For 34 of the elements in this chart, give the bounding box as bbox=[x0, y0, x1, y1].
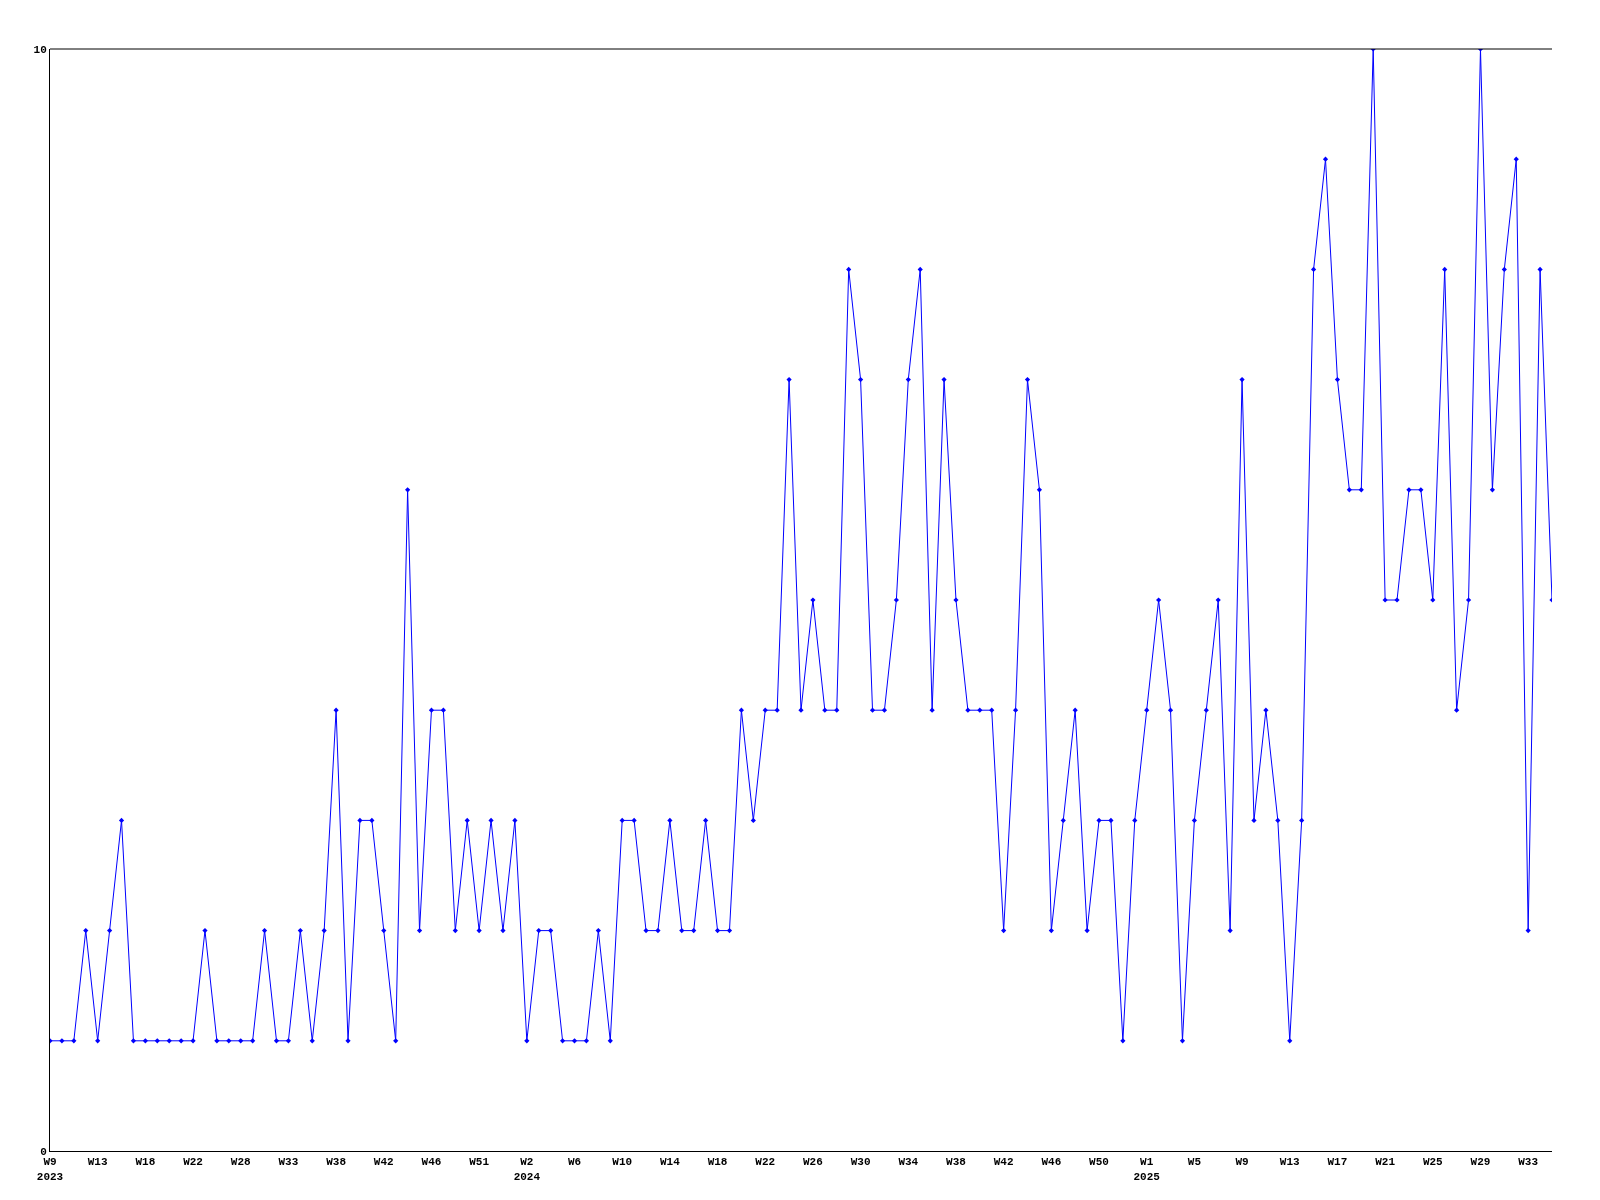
x-tick-label: W30 bbox=[850, 1156, 871, 1169]
x-tick-label: W46 bbox=[421, 1156, 442, 1169]
x-tick-label: W51 bbox=[469, 1156, 490, 1169]
x-tick-label: W42 bbox=[993, 1156, 1014, 1169]
x-tick-label: W18 bbox=[707, 1156, 728, 1169]
x-tick-label: W9 bbox=[1235, 1156, 1249, 1169]
y-tick-label: 10 bbox=[33, 43, 47, 56]
x-tick-label: W18 bbox=[135, 1156, 156, 1169]
x-tick-label: W25 bbox=[1422, 1156, 1444, 1169]
x-tick-label: W10 bbox=[612, 1156, 633, 1169]
x-tick-label: W26 bbox=[803, 1156, 823, 1169]
x-tick-label: W38 bbox=[326, 1156, 347, 1169]
x-tick-label: W9 2023 bbox=[36, 1156, 64, 1183]
x-tick-label: W34 bbox=[898, 1156, 919, 1169]
x-tick-label: W13 bbox=[1279, 1156, 1301, 1169]
x-tick-label: W28 bbox=[230, 1156, 252, 1169]
x-tick-label: W29 bbox=[1470, 1156, 1491, 1169]
x-tick-label: W33 bbox=[1518, 1156, 1539, 1169]
x-tick-label: W6 bbox=[567, 1156, 582, 1169]
x-tick-label: W50 bbox=[1089, 1156, 1109, 1169]
y-tick-label: 0 bbox=[40, 1145, 47, 1158]
x-tick-label: W14 bbox=[659, 1156, 681, 1169]
x-tick-label: W5 bbox=[1187, 1156, 1202, 1169]
x-tick-label: W33 bbox=[278, 1156, 299, 1169]
x-tick-label: W13 bbox=[87, 1156, 108, 1169]
x-tick-label: W38 bbox=[946, 1156, 967, 1169]
x-tick-label: W22 bbox=[755, 1156, 776, 1169]
x-tick-label: W46 bbox=[1041, 1156, 1062, 1169]
x-tick-label: W2 2024 bbox=[513, 1156, 541, 1183]
x-tick-label: W21 bbox=[1375, 1156, 1396, 1169]
x-tick-label: W42 bbox=[373, 1156, 394, 1169]
x-tick-label: W1 2025 bbox=[1133, 1156, 1161, 1183]
x-tick-label: W22 bbox=[183, 1156, 203, 1169]
x-tick-label: W17 bbox=[1327, 1156, 1348, 1169]
